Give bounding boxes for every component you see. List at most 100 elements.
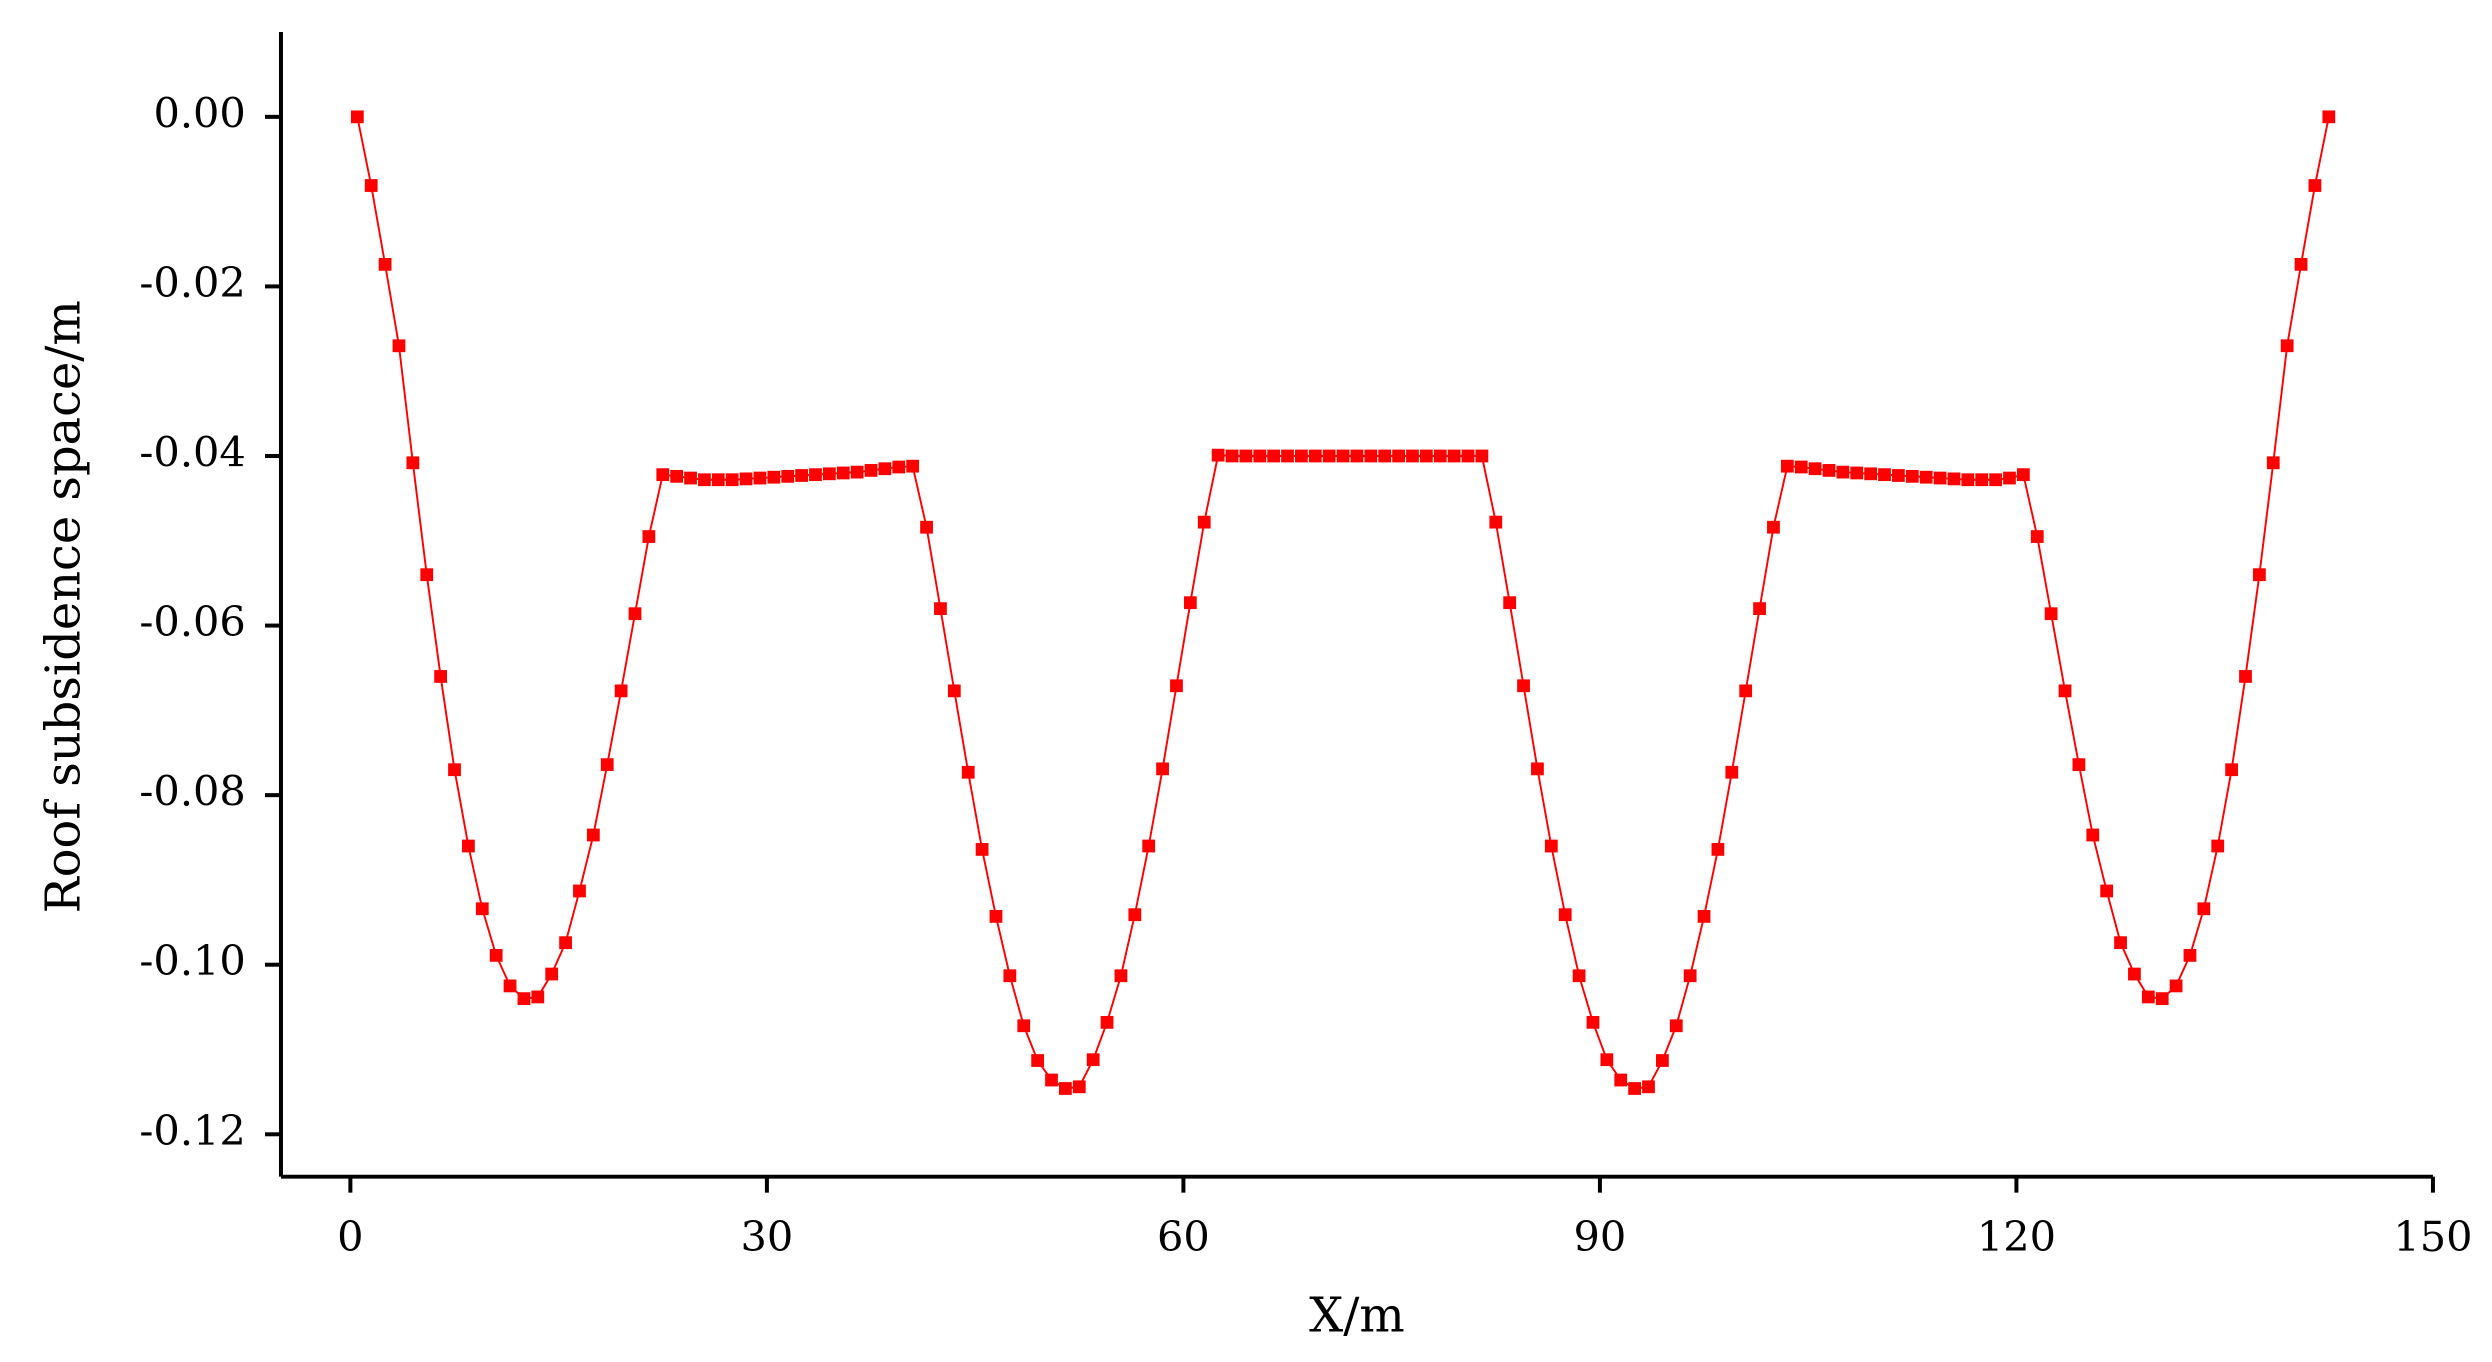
data-point bbox=[2058, 684, 2072, 698]
data-point bbox=[559, 936, 572, 950]
data-point bbox=[1919, 470, 1933, 484]
data-point bbox=[1544, 839, 1558, 853]
data-point bbox=[1072, 1080, 1086, 1094]
data-point bbox=[628, 607, 642, 621]
data-point bbox=[1406, 449, 1419, 463]
data-point bbox=[1378, 449, 1392, 463]
data-point bbox=[1947, 472, 1961, 486]
data-point bbox=[489, 949, 503, 962]
data-point bbox=[545, 967, 559, 981]
data-point bbox=[642, 530, 656, 543]
data-point bbox=[2155, 992, 2169, 1006]
data-point bbox=[989, 910, 1003, 923]
data-point bbox=[795, 469, 808, 482]
data-point bbox=[2128, 967, 2141, 981]
data-point bbox=[1336, 449, 1350, 463]
data-point bbox=[1503, 596, 1517, 610]
data-point bbox=[2169, 979, 2183, 993]
data-point bbox=[2197, 902, 2211, 916]
data-point bbox=[586, 828, 600, 842]
data-point bbox=[1364, 449, 1378, 463]
data-point bbox=[753, 471, 767, 485]
data-point bbox=[2016, 468, 2030, 482]
data-point bbox=[1780, 459, 1794, 473]
data-point bbox=[1905, 469, 1919, 483]
data-point bbox=[850, 465, 864, 479]
data-point bbox=[947, 684, 961, 698]
data-point bbox=[475, 902, 489, 916]
data-point bbox=[1086, 1053, 1100, 1067]
data-point bbox=[1239, 449, 1253, 463]
data-point bbox=[1142, 839, 1156, 853]
data-point bbox=[2266, 456, 2280, 470]
data-point bbox=[836, 466, 850, 480]
x-axis-title: X/m bbox=[1309, 1288, 1405, 1343]
data-point bbox=[1253, 449, 1267, 463]
data-point bbox=[1669, 1019, 1683, 1033]
data-point bbox=[892, 460, 906, 474]
x-tick-label: 30 bbox=[740, 1212, 793, 1261]
data-point bbox=[1683, 969, 1697, 983]
data-point bbox=[809, 468, 822, 482]
data-point bbox=[1114, 969, 1128, 983]
data-point bbox=[934, 602, 947, 615]
data-point bbox=[1322, 449, 1336, 463]
data-point bbox=[1600, 1053, 1614, 1067]
data-point bbox=[1128, 908, 1142, 922]
data-point bbox=[725, 473, 739, 487]
data-point bbox=[2100, 884, 2114, 898]
data-point bbox=[2044, 607, 2058, 621]
data-point bbox=[1419, 449, 1433, 463]
x-tick-label: 120 bbox=[1977, 1212, 2056, 1261]
y-tick-label: 0.00 bbox=[153, 88, 245, 137]
x-tick-label: 150 bbox=[2393, 1212, 2472, 1261]
y-tick-label: -0.12 bbox=[139, 1106, 245, 1155]
data-point bbox=[1183, 596, 1197, 610]
x-tick-label: 90 bbox=[1574, 1212, 1627, 1261]
data-point bbox=[656, 468, 670, 482]
y-tick-label: -0.04 bbox=[139, 427, 245, 476]
data-point bbox=[878, 462, 892, 476]
data-point bbox=[1753, 602, 1766, 615]
data-point bbox=[364, 179, 378, 192]
data-point bbox=[711, 473, 725, 487]
data-point bbox=[1933, 471, 1947, 485]
data-point bbox=[1850, 466, 1864, 480]
data-point bbox=[1864, 467, 1878, 481]
data-point bbox=[1794, 460, 1808, 474]
y-tick-label: -0.08 bbox=[139, 767, 245, 816]
data-point bbox=[1031, 1054, 1045, 1067]
data-point bbox=[614, 684, 628, 698]
data-point bbox=[1156, 762, 1169, 776]
data-point bbox=[1711, 843, 1725, 856]
data-point bbox=[448, 763, 461, 777]
data-point bbox=[1628, 1082, 1642, 1095]
data-point bbox=[2211, 839, 2225, 853]
data-point bbox=[864, 464, 878, 477]
data-point bbox=[1350, 449, 1364, 463]
data-point bbox=[378, 257, 392, 271]
data-point bbox=[1017, 1019, 1031, 1033]
data-point bbox=[2322, 110, 2336, 124]
data-point bbox=[1461, 449, 1475, 463]
data-point bbox=[1489, 515, 1503, 529]
data-point bbox=[920, 520, 933, 534]
data-point bbox=[2294, 257, 2308, 271]
data-point bbox=[906, 459, 920, 473]
data-point bbox=[1961, 473, 1975, 487]
data-point bbox=[1697, 910, 1711, 923]
data-point bbox=[1211, 448, 1225, 462]
data-point bbox=[1003, 969, 1017, 983]
data-point bbox=[1989, 473, 2002, 487]
y-axis-title: Roof subsidence space/m bbox=[37, 300, 92, 913]
data-point bbox=[2308, 179, 2322, 192]
data-point bbox=[684, 471, 697, 485]
data-point bbox=[392, 339, 406, 353]
data-point bbox=[1308, 449, 1322, 463]
data-point bbox=[2239, 670, 2252, 683]
data-point bbox=[670, 469, 684, 483]
data-point bbox=[1267, 449, 1281, 463]
data-point bbox=[1045, 1073, 1058, 1087]
